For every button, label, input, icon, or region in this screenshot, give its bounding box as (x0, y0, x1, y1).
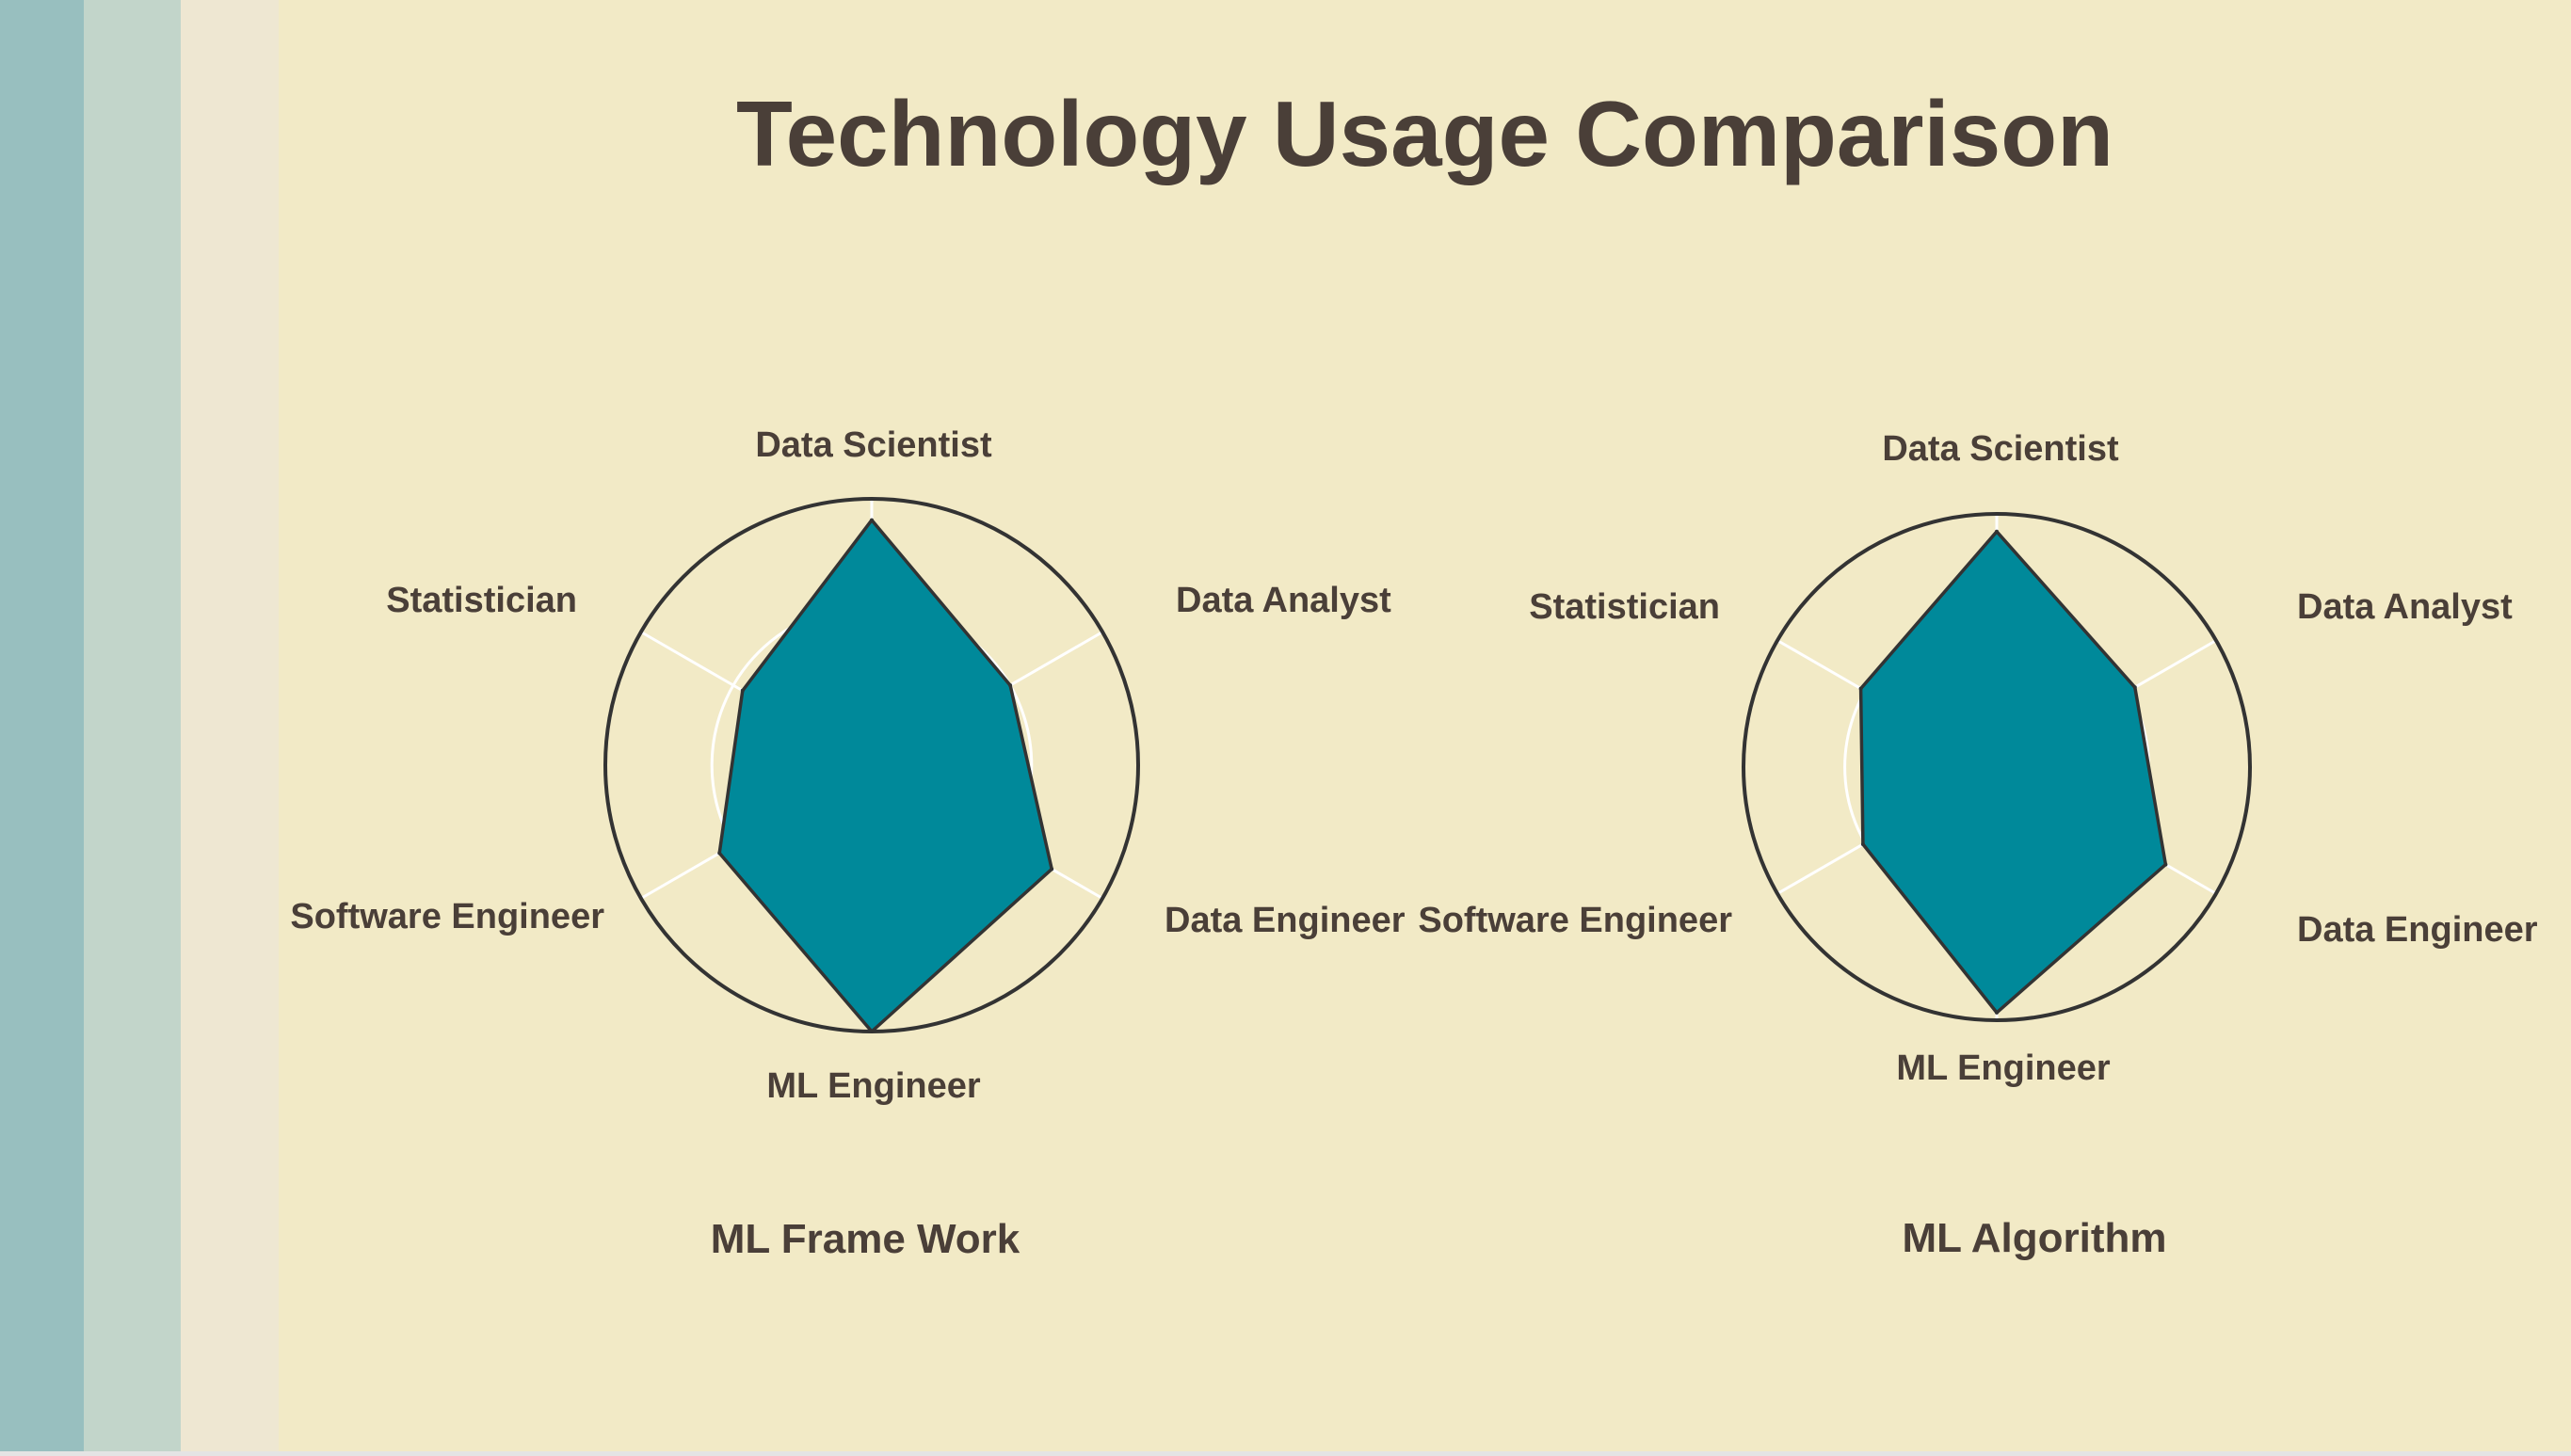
axis-label: Statistician (1529, 587, 1720, 627)
data-point (1995, 529, 1999, 534)
axis-label: Data Analyst (2297, 587, 2513, 627)
chart-title: ML Algorithm (1902, 1215, 2166, 1261)
chart-title: ML Frame Work (711, 1216, 1020, 1262)
data-point (717, 851, 722, 856)
left-stripe-sage (84, 0, 181, 1451)
data-point (1858, 686, 1863, 691)
axis-label: Software Engineer (290, 897, 604, 936)
axis-label: Data Scientist (755, 425, 992, 465)
axis-label: Data Analyst (1176, 581, 1391, 620)
data-point (1050, 867, 1054, 872)
left-stripe-cream (181, 0, 279, 1451)
axis-label: ML Engineer (1896, 1048, 2111, 1088)
outer-ring (1742, 512, 2252, 1022)
data-point (1008, 683, 1013, 688)
radar-chart-ml-frame-work: Data Scientist Data Analyst Data Engineer M… (290, 425, 1405, 1262)
axis-label: Data Scientist (1882, 429, 2119, 469)
axis-label: Statistician (386, 581, 577, 620)
data-area (717, 518, 1053, 1033)
page-title: Technology Usage Comparison (736, 82, 2113, 185)
left-stripe-teal (0, 0, 84, 1451)
axis-label: Data Engineer (2297, 910, 2538, 950)
data-point (870, 518, 874, 522)
bottom-border (0, 1451, 2571, 1456)
axis-label: Data Engineer (1165, 901, 1406, 940)
axis-label: Software Engineer (1418, 901, 1732, 940)
data-point (1995, 1010, 1999, 1015)
data-point (1860, 842, 1865, 846)
data-area (1858, 530, 2168, 1015)
data-point (2163, 862, 2168, 867)
radar-chart-ml-algorithm: Data Scientist Data Analyst Data Engineer M… (1418, 429, 2537, 1261)
axis-label: ML Engineer (766, 1066, 981, 1106)
data-point (740, 688, 745, 693)
outer-ring (603, 497, 1140, 1033)
data-point (2132, 685, 2137, 690)
